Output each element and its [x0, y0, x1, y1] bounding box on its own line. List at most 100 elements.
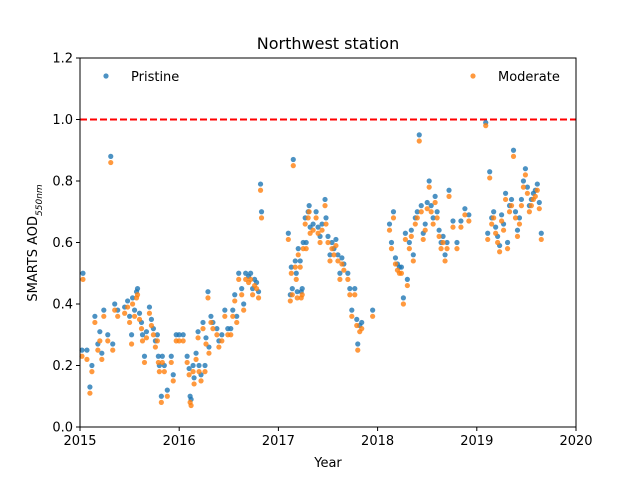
data-point — [184, 359, 190, 366]
data-points — [79, 119, 544, 409]
axis-ticks: 2015 2016 2017 2018 2019 2020 0.0 0.2 0.4 0.6 0.8 1… — [52, 52, 592, 450]
x-tick-label: 2019 — [460, 434, 493, 449]
data-point — [313, 209, 319, 215]
x-tick-label: 2020 — [559, 434, 592, 449]
data-point — [522, 166, 529, 172]
data-point — [355, 347, 361, 353]
data-point — [432, 193, 438, 199]
data-point — [337, 276, 343, 282]
x-axis-label: Year — [313, 456, 342, 471]
data-point — [306, 203, 312, 209]
data-point — [514, 227, 521, 233]
data-point — [257, 187, 264, 193]
y-tick-label: 1.2 — [52, 52, 73, 67]
data-point — [196, 369, 202, 375]
data-point — [195, 335, 201, 341]
data-point — [80, 270, 86, 276]
data-point — [512, 215, 519, 221]
y-axis-label: SMARTS AOD550nm — [26, 184, 45, 302]
data-point — [92, 313, 98, 319]
data-point — [241, 301, 247, 307]
data-point — [202, 362, 208, 369]
y-axis-label-subscript: 550nm — [35, 184, 45, 216]
data-point — [79, 353, 85, 359]
data-point — [110, 341, 116, 347]
data-point — [432, 199, 438, 206]
data-point — [315, 230, 321, 236]
data-point — [414, 209, 420, 215]
data-point — [99, 356, 105, 362]
data-point — [534, 187, 540, 193]
data-point — [534, 181, 540, 187]
data-point — [317, 239, 323, 246]
data-point — [392, 255, 399, 261]
data-point — [239, 286, 245, 292]
data-point — [315, 224, 321, 230]
data-point — [508, 196, 515, 203]
data-point — [295, 246, 301, 252]
series-pristine — [79, 119, 544, 402]
data-point — [370, 307, 376, 313]
data-point — [176, 338, 182, 344]
data-point — [150, 332, 157, 338]
data-point — [288, 270, 294, 276]
data-point — [442, 252, 448, 258]
data-point — [205, 289, 211, 295]
legend-marker — [103, 73, 109, 79]
data-point — [190, 362, 196, 369]
data-point — [200, 319, 206, 326]
data-point — [219, 332, 225, 338]
data-point — [146, 310, 153, 316]
legend-label: Moderate — [498, 70, 560, 85]
data-point — [128, 332, 135, 338]
data-point — [422, 221, 428, 227]
data-point — [299, 286, 305, 292]
data-point — [159, 353, 165, 359]
data-point — [430, 221, 436, 227]
data-point — [520, 184, 527, 190]
data-point — [101, 307, 107, 313]
data-point — [193, 356, 199, 362]
data-point — [154, 332, 160, 338]
data-point — [388, 246, 395, 252]
data-point — [258, 209, 265, 215]
data-point — [258, 215, 265, 221]
data-point — [143, 335, 150, 341]
data-point — [354, 316, 360, 322]
data-point — [141, 359, 148, 366]
data-point — [184, 353, 190, 359]
y-tick-label: 0.8 — [52, 175, 73, 190]
data-point — [510, 147, 517, 153]
data-point — [129, 295, 136, 301]
data-point — [292, 264, 298, 270]
data-point — [412, 221, 418, 227]
data-point — [80, 276, 86, 282]
data-point — [345, 270, 351, 276]
data-point — [333, 242, 339, 249]
data-point — [339, 255, 345, 261]
data-point — [148, 322, 155, 329]
data-point — [406, 246, 412, 252]
data-point — [232, 292, 238, 298]
data-point — [125, 298, 131, 304]
data-point — [97, 338, 103, 344]
data-point — [406, 239, 412, 246]
data-point — [164, 393, 170, 399]
series-moderate — [79, 123, 544, 409]
data-point — [319, 227, 325, 233]
data-point — [228, 326, 234, 332]
data-point — [236, 270, 242, 276]
data-point — [454, 246, 460, 252]
data-point — [136, 310, 143, 316]
data-point — [335, 258, 341, 264]
data-point — [191, 381, 197, 387]
data-point — [112, 307, 118, 313]
data-point — [418, 209, 424, 215]
data-point — [491, 215, 497, 221]
data-point — [289, 286, 295, 292]
data-point — [347, 292, 353, 298]
x-tick-label: 2018 — [361, 434, 394, 449]
data-point — [370, 313, 376, 319]
data-point — [491, 209, 497, 215]
